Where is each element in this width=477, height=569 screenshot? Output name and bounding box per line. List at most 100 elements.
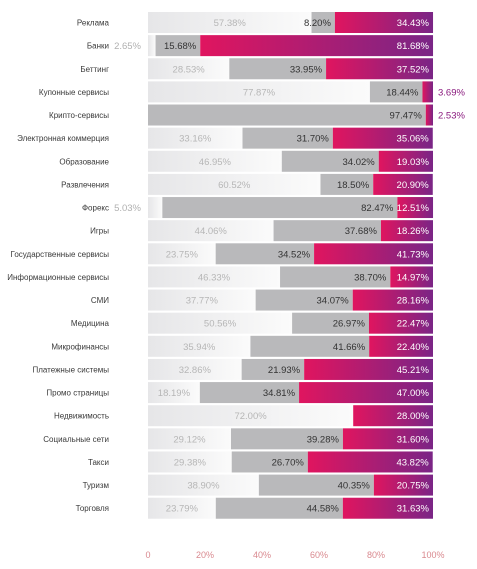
category-label: СМИ [91, 296, 109, 305]
bar-row: Промо страницы 18.19% 34.81% 47.00% [46, 382, 433, 404]
category-label: Банки [87, 42, 109, 51]
bar-segment [314, 243, 433, 265]
category-label: Электронная коммерция [17, 134, 109, 143]
data-label: 32.86% [179, 365, 212, 376]
bar-segment [199, 382, 300, 404]
bar-segment [148, 289, 256, 311]
category-label: Развлечения [61, 180, 109, 189]
bar-segment [242, 127, 333, 149]
bar-segment [255, 289, 353, 311]
bar-segment [378, 150, 433, 172]
bar-segment [326, 58, 433, 80]
data-label: 72.00% [234, 411, 267, 422]
bar-segment [380, 220, 433, 242]
data-label: 34.02% [343, 157, 376, 168]
category-label: Информационные сервисы [7, 273, 109, 282]
category-label: Платежные системы [32, 365, 109, 374]
data-label: 35.94% [183, 342, 216, 353]
bar-segment [241, 358, 305, 380]
data-label: 81.68% [397, 41, 430, 52]
data-label: 18.50% [337, 180, 370, 191]
bar-segment [307, 451, 433, 473]
data-label: 18.19% [158, 388, 191, 399]
data-label: 35.06% [397, 134, 430, 145]
data-label: 41.73% [397, 249, 430, 260]
data-label: 3.69% [438, 87, 465, 98]
data-label: 19.03% [397, 157, 430, 168]
data-label: 33.16% [179, 134, 212, 145]
bar-segment [155, 35, 201, 57]
bar-segment [250, 335, 370, 357]
data-label: 34.43% [397, 18, 430, 29]
data-label: 34.81% [263, 388, 296, 399]
bar-segment [148, 428, 231, 450]
data-label: 46.33% [198, 272, 231, 283]
bar-segment [342, 428, 433, 450]
bar-segment [148, 150, 282, 172]
data-label: 40.35% [338, 481, 371, 492]
data-label: 33.95% [290, 64, 323, 75]
x-tick-label: 80% [367, 550, 385, 560]
bar-row: Реклама 57.38% 8.20% 34.43% [77, 12, 434, 33]
data-label: 37.68% [345, 226, 378, 237]
data-label: 34.52% [278, 249, 311, 260]
data-label: 14.97% [397, 272, 430, 283]
bar-row: Социальные сети 29.12% 39.28% 31.60% [43, 428, 433, 450]
data-label: 31.70% [297, 134, 330, 145]
bar-segment [148, 220, 274, 242]
data-label: 12.51% [397, 203, 430, 214]
data-label: 31.63% [397, 504, 430, 515]
category-label: Такси [88, 458, 109, 467]
category-label: Микрофинансы [51, 342, 109, 351]
bar-segment [332, 127, 433, 149]
data-label: 57.38% [214, 18, 247, 29]
bar-row: Беттинг 28.53% 33.95% 37.52% [80, 58, 433, 80]
data-label: 2.65% [114, 41, 141, 52]
bar-row: Игры 44.06% 37.68% 18.26% [90, 220, 433, 242]
bar-row: Банки 2.65% 15.68% 81.68% [87, 35, 434, 57]
data-label: 20.75% [397, 481, 430, 492]
data-label: 22.40% [397, 342, 430, 353]
bar-segment [258, 474, 374, 496]
category-label: Социальные сети [43, 435, 109, 444]
bar-row: Платежные системы 32.86% 21.93% 45.21% [32, 358, 433, 380]
bar-row: Купонные сервисы 77.87% 18.44% 3.69% [39, 81, 465, 103]
data-label: 15.68% [164, 41, 197, 52]
bar-segment [148, 58, 230, 80]
bar-segment [230, 428, 343, 450]
data-label: 28.53% [173, 64, 206, 75]
data-label: 47.00% [397, 388, 430, 399]
bar-segment [373, 173, 433, 195]
bar-segment [292, 312, 369, 334]
data-label: 77.87% [243, 87, 276, 98]
bar-segment [281, 150, 379, 172]
bar-segment [369, 81, 423, 103]
bar-segment [299, 382, 433, 404]
category-label: Промо страницы [46, 389, 109, 398]
bar-segment [148, 312, 293, 334]
bar-row: Форекс 5.03% 82.47% 12.51% [82, 197, 434, 219]
data-label: 37.52% [397, 64, 430, 75]
bar-segment [352, 289, 433, 311]
bar-segment [148, 173, 321, 195]
data-label: 18.26% [397, 226, 430, 237]
category-label: Игры [90, 227, 109, 236]
bar-segment [422, 81, 433, 103]
data-label: 26.70% [272, 457, 305, 468]
category-label: Купонные сервисы [39, 88, 109, 97]
data-label: 46.95% [199, 157, 232, 168]
bar-segment [373, 474, 433, 496]
data-label: 37.77% [186, 296, 219, 307]
data-label: 21.93% [268, 365, 301, 376]
data-label: 44.58% [307, 504, 340, 515]
data-label: 43.82% [396, 457, 429, 468]
category-label: Государственные сервисы [11, 250, 110, 259]
bar-segment [148, 335, 251, 357]
data-label: 39.28% [307, 434, 340, 445]
bar-segment [148, 197, 163, 219]
bar-segment [215, 243, 315, 265]
bar-row: Туризм 38.90% 40.35% 20.75% [83, 474, 433, 496]
data-label: 34.07% [317, 296, 350, 307]
category-label: Недвижимость [54, 412, 109, 421]
